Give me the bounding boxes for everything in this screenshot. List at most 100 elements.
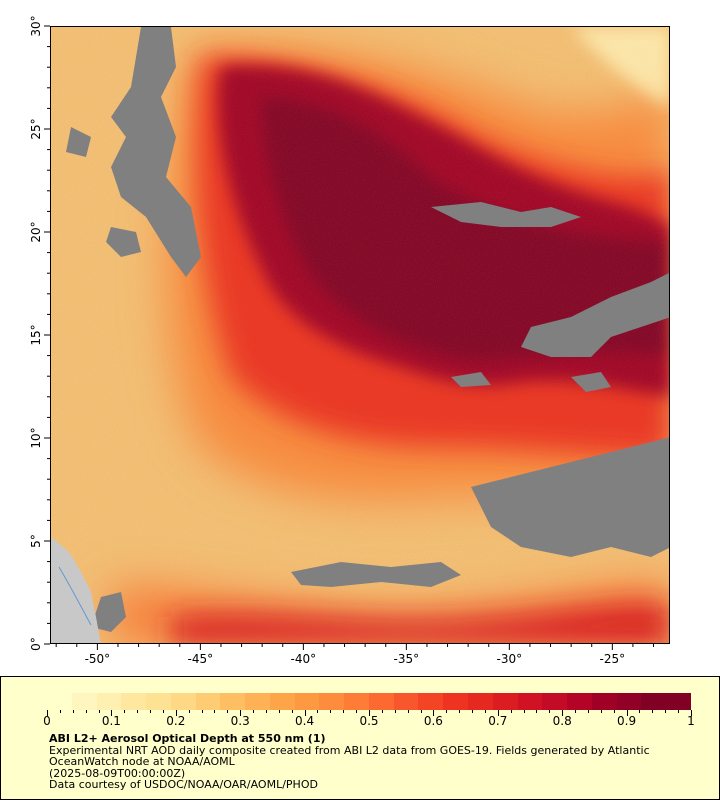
colorbar-minor-tick xyxy=(446,710,448,713)
colorbar-segment xyxy=(393,693,419,710)
x-tick-label: -25° xyxy=(599,652,626,666)
x-tick-label: -35° xyxy=(393,652,420,666)
colorbar-major-tick xyxy=(240,710,242,716)
x-tick-label: -50° xyxy=(84,652,111,666)
colorbar-minor-tick xyxy=(227,710,229,713)
colorbar-minor-tick xyxy=(510,710,512,713)
colorbar-minor-tick xyxy=(59,710,61,713)
colorbar-minor-tick xyxy=(639,710,641,713)
x-tick-label: -40° xyxy=(290,652,317,666)
colorbar-minor-tick xyxy=(137,710,139,713)
colorbar-segment xyxy=(344,693,369,710)
aod-map[interactable] xyxy=(50,26,670,644)
legend-description: Experimental NRT AOD daily composite cre… xyxy=(49,743,650,768)
colorbar-segment xyxy=(616,693,642,710)
colorbar-tick-label: 0.3 xyxy=(230,714,250,728)
y-tick-label: 10° xyxy=(29,427,43,449)
colorbar-segment xyxy=(443,693,469,710)
colorbar-segment xyxy=(245,693,270,710)
colorbar-segment xyxy=(146,693,171,710)
colorbar-minor-tick xyxy=(330,710,332,713)
colorbar-tick-label: 0.5 xyxy=(359,714,379,728)
colorbar-segment xyxy=(294,693,320,710)
legend-panel: ABI L2+ Aerosol Optical Depth at 550 nm … xyxy=(0,676,720,800)
colorbar-minor-tick xyxy=(214,710,216,713)
y-tick-label: 25° xyxy=(29,118,43,140)
colorbar-minor-tick xyxy=(72,710,74,713)
colorbar-tick-label: 1 xyxy=(687,714,695,728)
colorbar-segment xyxy=(517,693,543,710)
colorbar-minor-tick xyxy=(188,710,190,713)
colorbar-major-tick xyxy=(626,710,628,716)
colorbar-segment xyxy=(492,693,518,710)
colorbar-major-tick xyxy=(562,710,564,716)
x-tick-label: -30° xyxy=(496,652,523,666)
legend-title: ABI L2+ Aerosol Optical Depth at 550 nm … xyxy=(49,732,326,745)
colorbar-minor-tick xyxy=(85,710,87,713)
colorbar-minor-tick xyxy=(575,710,577,713)
colorbar-minor-tick xyxy=(678,710,680,713)
aod-map-graphic xyxy=(51,27,669,643)
colorbar-tick-label: 0.8 xyxy=(552,714,572,728)
colorbar-tick-label: 0.6 xyxy=(423,714,443,728)
colorbar xyxy=(47,693,691,710)
colorbar-segment xyxy=(591,693,617,710)
colorbar-minor-tick xyxy=(459,710,461,713)
colorbar-major-tick xyxy=(111,710,113,716)
legend-credit: Data courtesy of USDOC/NOAA/OAR/AOML/PHO… xyxy=(49,778,318,791)
colorbar-minor-tick xyxy=(381,710,383,713)
colorbar-minor-tick xyxy=(472,710,474,713)
colorbar-segment xyxy=(319,693,345,710)
colorbar-segment xyxy=(368,693,394,710)
y-tick-label: 0° xyxy=(29,637,43,651)
river-icon xyxy=(58,566,92,626)
colorbar-minor-tick xyxy=(317,710,319,713)
colorbar-major-tick xyxy=(304,710,306,716)
colorbar-minor-tick xyxy=(265,710,267,713)
colorbar-minor-tick xyxy=(356,710,358,713)
colorbar-minor-tick xyxy=(407,710,409,713)
colorbar-segment xyxy=(542,693,568,710)
colorbar-minor-tick xyxy=(420,710,422,713)
colorbar-minor-tick xyxy=(201,710,203,713)
colorbar-segment xyxy=(121,693,147,710)
colorbar-segment xyxy=(468,693,493,710)
colorbar-segment xyxy=(666,693,691,710)
colorbar-segment xyxy=(195,693,221,710)
colorbar-segment xyxy=(220,693,246,710)
colorbar-segment xyxy=(71,693,97,710)
colorbar-segment xyxy=(47,693,72,710)
continent-south-america xyxy=(51,537,101,643)
colorbar-minor-tick xyxy=(587,710,589,713)
colorbar-tick-label: 0.7 xyxy=(488,714,508,728)
colorbar-segment xyxy=(96,693,122,710)
colorbar-minor-tick xyxy=(536,710,538,713)
y-tick-label: 30° xyxy=(29,15,43,37)
y-tick-label: 15° xyxy=(29,324,43,346)
colorbar-ticks xyxy=(47,710,692,716)
cloud-mask xyxy=(66,27,669,632)
colorbar-tick-label: 0.2 xyxy=(166,714,186,728)
colorbar-minor-tick xyxy=(549,710,551,713)
colorbar-minor-tick xyxy=(600,710,602,713)
colorbar-tick-label: 0.4 xyxy=(295,714,315,728)
colorbar-minor-tick xyxy=(613,710,615,713)
colorbar-minor-tick xyxy=(665,710,667,713)
colorbar-tick-label: 0 xyxy=(43,714,51,728)
colorbar-major-tick xyxy=(369,710,370,716)
colorbar-segment xyxy=(418,693,444,710)
colorbar-minor-tick xyxy=(124,710,126,713)
colorbar-segment xyxy=(269,693,295,710)
colorbar-tick-label: 0.1 xyxy=(101,714,121,728)
legend-text: ABI L2+ Aerosol Optical Depth at 550 nm … xyxy=(49,733,689,791)
colorbar-minor-tick xyxy=(150,710,152,713)
colorbar-minor-tick xyxy=(343,710,345,713)
colorbar-segment xyxy=(170,693,196,710)
colorbar-minor-tick xyxy=(484,710,486,713)
colorbar-minor-tick xyxy=(394,710,396,713)
x-tick-label: -45° xyxy=(187,652,214,666)
legend-date: (2025-08-09T00:00:00Z) xyxy=(49,766,186,780)
colorbar-minor-tick xyxy=(652,710,654,713)
colorbar-segment xyxy=(641,693,667,710)
colorbar-minor-tick xyxy=(162,710,164,713)
